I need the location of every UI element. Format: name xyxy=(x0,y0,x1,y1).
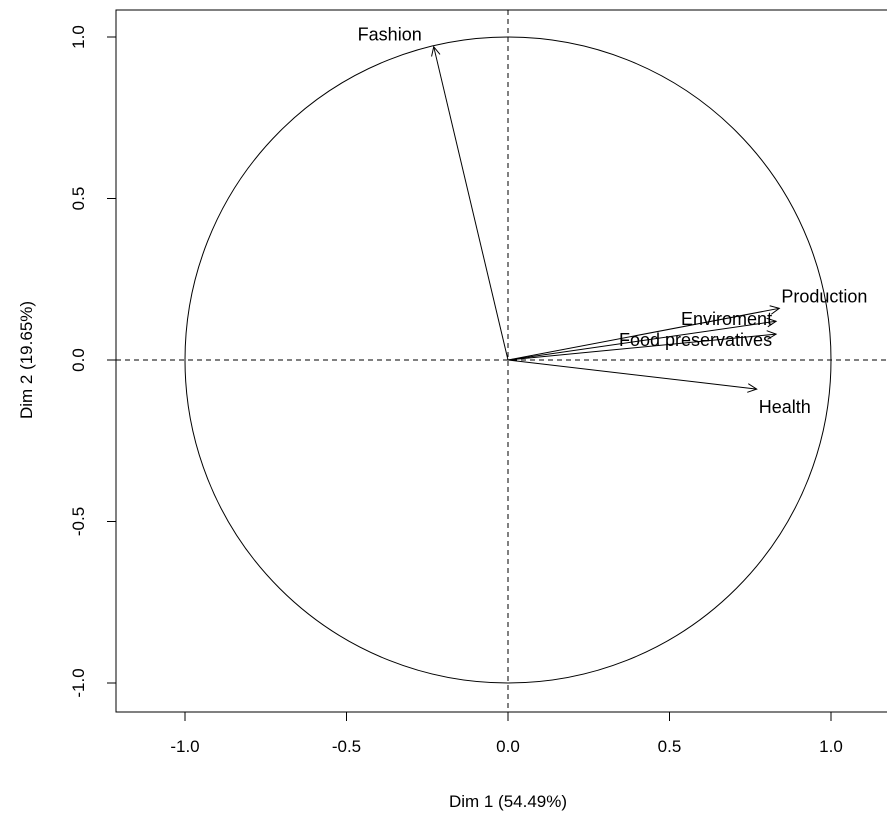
arrow-health xyxy=(507,359,757,390)
unit-circle xyxy=(184,36,832,684)
x-tick-label: 0.5 xyxy=(658,737,682,756)
x-tick-label: 0.0 xyxy=(496,737,520,756)
arrow-production xyxy=(507,307,780,361)
arrowhead-fashion xyxy=(431,45,441,57)
label-fashion: Fashion xyxy=(358,25,422,45)
y-tick-label: -0.5 xyxy=(69,507,88,536)
label-production: Production xyxy=(781,286,867,306)
arrow-enviroment xyxy=(507,320,777,361)
label-food-preservatives: Food preservatives xyxy=(619,330,772,350)
label-health: Health xyxy=(759,397,811,417)
y-tick-label: -1.0 xyxy=(69,668,88,697)
y-tick-label: 0.5 xyxy=(69,187,88,211)
arrowhead-production xyxy=(769,305,781,315)
reference-lines xyxy=(116,10,887,712)
y-axis: -1.0 -0.5 0.0 0.5 1.0 xyxy=(69,25,116,698)
y-tick-label: 1.0 xyxy=(69,25,88,49)
x-tick-label: 1.0 xyxy=(819,737,843,756)
x-axis-title: Dim 1 (54.49%) xyxy=(449,792,567,811)
variable-arrows xyxy=(431,45,781,393)
arrow-fashion xyxy=(433,46,509,361)
arrowhead-food-preservatives xyxy=(766,330,778,340)
y-tick-label: 0.0 xyxy=(69,348,88,372)
arrowhead-enviroment xyxy=(766,317,778,328)
label-enviroment: Enviroment xyxy=(681,309,772,329)
arrow-food-preservatives xyxy=(507,333,777,361)
x-tick-label: -1.0 xyxy=(170,737,199,756)
x-tick-label: -0.5 xyxy=(332,737,361,756)
plot-frame xyxy=(115,9,887,713)
arrowhead-health xyxy=(747,383,758,393)
x-axis: -1.0 -0.5 0.0 0.5 1.0 xyxy=(170,712,843,756)
y-axis-title: Dim 2 (19.65%) xyxy=(17,301,36,419)
